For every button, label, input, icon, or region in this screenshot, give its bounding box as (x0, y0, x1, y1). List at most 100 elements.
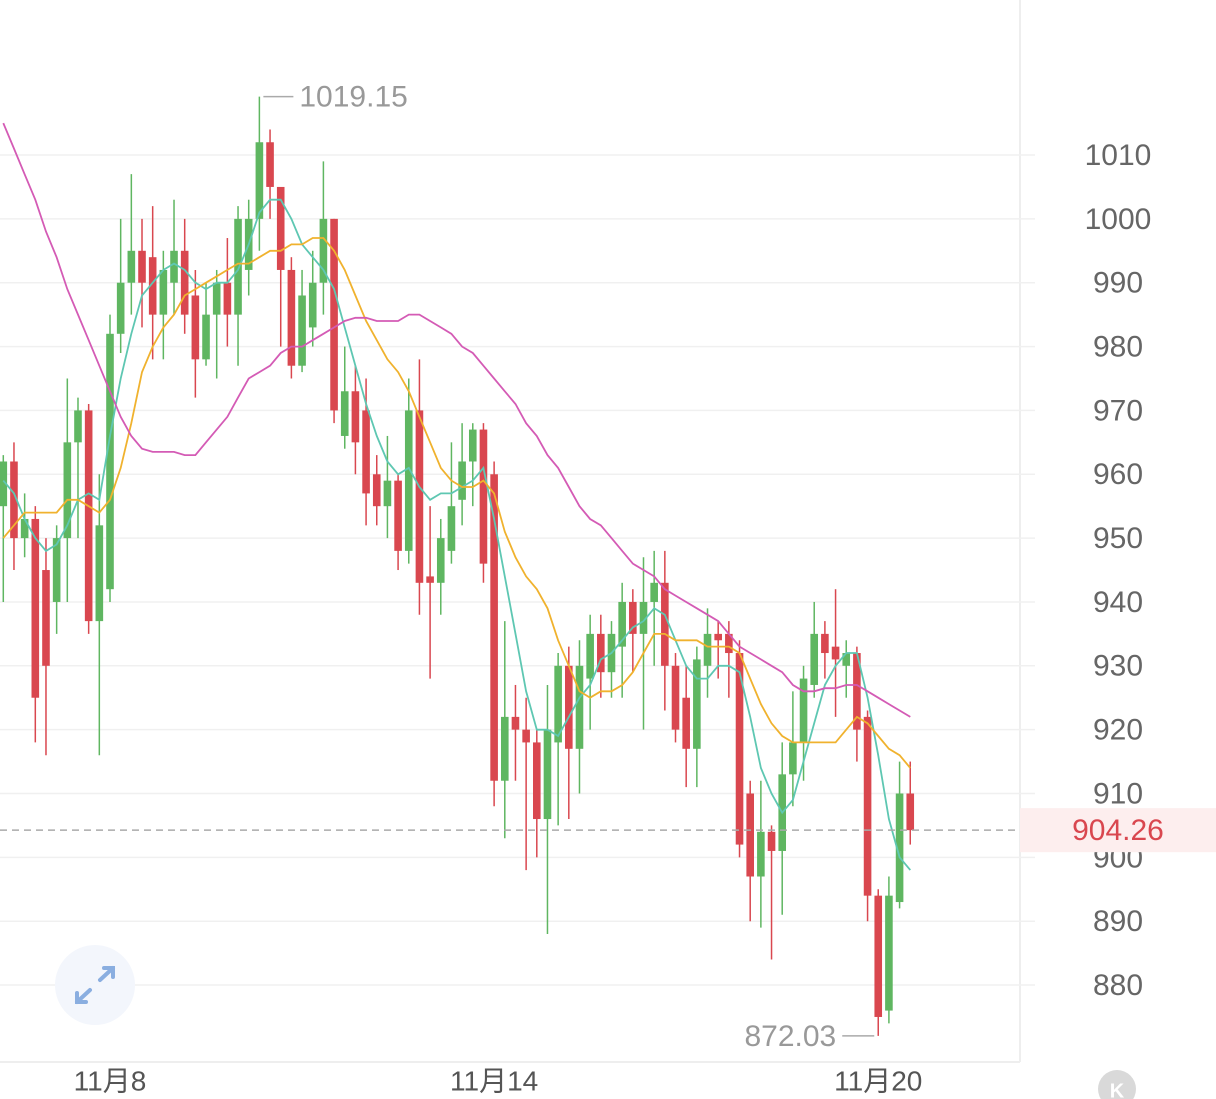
candle-body (746, 793, 754, 877)
candle-body (340, 391, 349, 436)
candle-body (383, 480, 392, 507)
candle-body (170, 250, 178, 283)
candle-body (95, 525, 104, 622)
candle-body (116, 282, 125, 334)
candle-body (0, 461, 8, 507)
candle-body (426, 576, 434, 583)
candle-body (757, 831, 765, 877)
candle-body (10, 461, 18, 539)
x-tick-label: 11月8 (74, 1065, 147, 1096)
y-tick-label: 980 (1093, 330, 1143, 363)
y-tick-label: 960 (1093, 458, 1143, 491)
moving-average-line (2, 237, 911, 769)
y-tick-label: 910 (1093, 777, 1143, 810)
y-tick-label: 890 (1093, 905, 1143, 938)
expand-icon (75, 966, 115, 1004)
candle-body (202, 314, 210, 360)
candle-body (597, 633, 605, 673)
candle-body (63, 442, 72, 539)
candle-body (671, 665, 680, 730)
candle-body (735, 653, 744, 845)
candle-body (159, 269, 168, 315)
candle-body (618, 601, 626, 647)
candle-body (298, 295, 306, 366)
candle-body (853, 653, 861, 730)
candle-body (511, 716, 520, 730)
y-tick-label: 880 (1093, 969, 1143, 1002)
candle-body (362, 410, 370, 494)
candle-body (266, 142, 274, 187)
moving-average-line (2, 198, 911, 871)
candle-body (490, 474, 498, 781)
current-price-bg (1020, 808, 1216, 853)
x-tick-label: 11月20 (834, 1065, 922, 1096)
candle-body (223, 282, 232, 315)
candle-body (287, 269, 296, 366)
logo-bg (1098, 1070, 1136, 1099)
candle-body (255, 142, 264, 219)
candle-body (522, 729, 530, 743)
candle-body (212, 282, 221, 315)
candle-body (693, 659, 701, 749)
candle-body (533, 742, 541, 820)
candle-body (351, 391, 360, 443)
candle-body (682, 697, 690, 749)
candle-body (74, 410, 82, 443)
candle-body (863, 716, 872, 896)
candle-body (810, 633, 819, 685)
candle-body (639, 601, 648, 634)
candle-body (789, 742, 797, 775)
candle-body (554, 665, 562, 743)
candle-body (842, 653, 851, 666)
candle-body (436, 538, 445, 583)
candle-body (138, 250, 146, 283)
low-label: 872.03 (744, 1020, 836, 1053)
candle-body (447, 506, 456, 551)
candle-body (308, 282, 317, 328)
candle-body (575, 665, 584, 749)
y-tick-label: 950 (1093, 522, 1143, 555)
y-tick-label: 1010 (1085, 139, 1152, 172)
candle-body (404, 410, 413, 551)
candle-body (52, 538, 61, 602)
y-tick-label: 1000 (1085, 203, 1152, 236)
high-label: 1019.15 (299, 81, 407, 114)
candle-body (330, 218, 338, 411)
candle-body (714, 633, 722, 641)
candle-body (276, 186, 285, 270)
candle-body (319, 218, 328, 283)
candle-body (543, 729, 552, 820)
candle-body (586, 633, 594, 679)
candle-body (415, 410, 424, 583)
y-tick-label: 920 (1093, 714, 1143, 747)
candle-body (458, 461, 466, 500)
candle-body (84, 410, 93, 622)
candle-body (500, 716, 509, 781)
expand-button[interactable] (55, 945, 135, 1025)
candle-body (821, 633, 829, 654)
candle-body (661, 582, 669, 666)
candle-body (629, 601, 637, 634)
candle-body (703, 633, 712, 666)
candle-body (31, 518, 40, 698)
moving-average-line (2, 122, 911, 718)
candle-body (394, 480, 402, 551)
candle-body (180, 250, 189, 315)
y-tick-label: 990 (1093, 267, 1143, 300)
candle-body (468, 429, 477, 462)
x-tick-label: 11月14 (450, 1065, 538, 1096)
current-price-label: 904.26 (1072, 814, 1164, 847)
logo: K (1110, 1080, 1125, 1099)
candle-body (148, 257, 157, 315)
candle-body (906, 793, 915, 831)
candle-body (874, 895, 883, 1017)
candle-body (885, 895, 893, 1011)
candle-body (479, 429, 488, 564)
candle-body (895, 793, 904, 903)
candle-body (831, 646, 840, 660)
y-tick-label: 940 (1093, 586, 1143, 619)
candle-body (20, 518, 29, 539)
y-tick-label: 970 (1093, 394, 1143, 427)
